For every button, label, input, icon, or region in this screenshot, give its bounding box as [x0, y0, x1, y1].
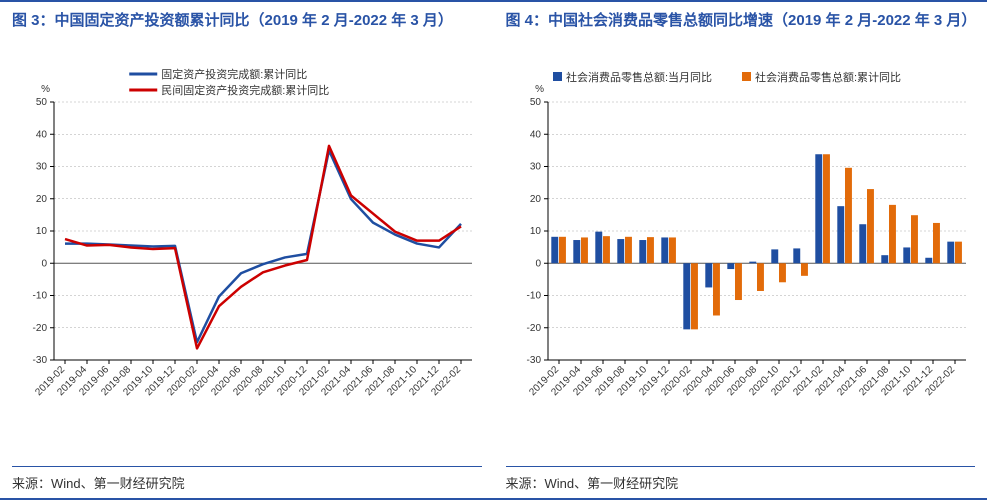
svg-text:-20: -20: [33, 323, 48, 334]
svg-text:10: 10: [36, 226, 48, 237]
chart3-svg: -30-20-1001020304050%2019-022019-042019-…: [12, 62, 482, 432]
chart4-title: 图 4：中国社会消费品零售总额同比增速（2019 年 2 月-2022 年 3 …: [506, 10, 976, 56]
svg-text:40: 40: [529, 129, 541, 140]
chart4-area: -30-20-1001020304050%2019-022019-042019-…: [506, 62, 976, 462]
svg-text:-30: -30: [33, 355, 48, 366]
svg-text:30: 30: [36, 162, 48, 173]
svg-text:30: 30: [529, 162, 541, 173]
svg-text:%: %: [535, 84, 544, 95]
svg-text:50: 50: [529, 97, 541, 108]
svg-text:40: 40: [36, 129, 48, 140]
chart3-panel: 图 3：中国固定资产投资额累计同比（2019 年 2 月-2022 年 3 月）…: [0, 0, 494, 500]
chart4-source: 来源：Wind、第一财经研究院: [506, 466, 976, 492]
svg-text:20: 20: [36, 194, 48, 205]
svg-text:社会消费品零售总额:当月同比: 社会消费品零售总额:当月同比: [566, 70, 712, 84]
chart4-panel: 图 4：中国社会消费品零售总额同比增速（2019 年 2 月-2022 年 3 …: [494, 0, 987, 500]
svg-text:10: 10: [529, 226, 541, 237]
svg-text:20: 20: [529, 194, 541, 205]
chart4-svg: -30-20-1001020304050%2019-022019-042019-…: [506, 62, 976, 432]
svg-text:-20: -20: [526, 323, 541, 334]
svg-text:社会消费品零售总额:累计同比: 社会消费品零售总额:累计同比: [755, 70, 901, 84]
svg-text:-30: -30: [526, 355, 541, 366]
chart3-title: 图 3：中国固定资产投资额累计同比（2019 年 2 月-2022 年 3 月）: [12, 10, 482, 56]
svg-text:50: 50: [36, 97, 48, 108]
chart3-area: -30-20-1001020304050%2019-022019-042019-…: [12, 62, 482, 462]
svg-text:固定资产投资完成额:累计同比: 固定资产投资完成额:累计同比: [161, 67, 307, 81]
svg-text:-10: -10: [33, 291, 48, 302]
svg-text:0: 0: [535, 258, 541, 269]
svg-text:0: 0: [41, 258, 47, 269]
svg-text:-10: -10: [526, 291, 541, 302]
svg-text:%: %: [41, 84, 50, 95]
svg-text:民间固定资产投资完成额:累计同比: 民间固定资产投资完成额:累计同比: [161, 83, 329, 97]
chart3-source: 来源：Wind、第一财经研究院: [12, 466, 482, 492]
